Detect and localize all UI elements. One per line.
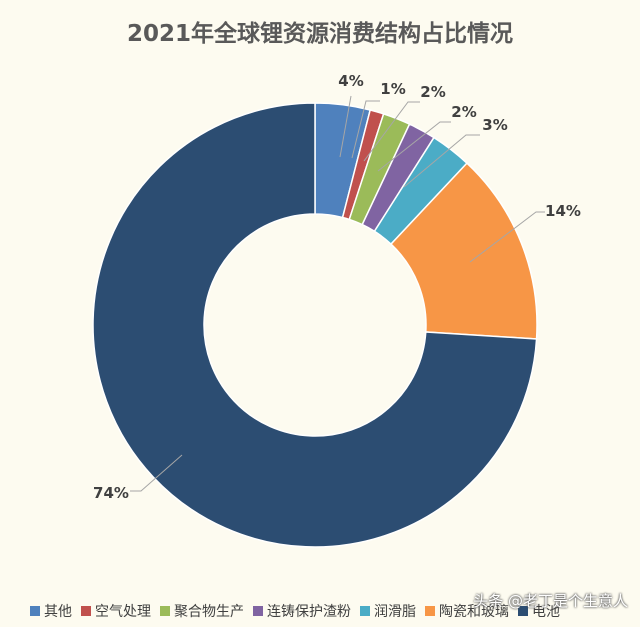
legend-label: 聚合物生产 xyxy=(174,604,244,620)
legend-swatch xyxy=(160,606,170,616)
legend-label: 陶瓷和玻璃 xyxy=(439,604,509,620)
legend-label: 润滑脂 xyxy=(374,604,416,620)
legend-swatch xyxy=(518,606,528,616)
data-label-5: 3% xyxy=(482,116,507,134)
data-label-3: 2% xyxy=(420,83,445,101)
legend-item-5: 润滑脂 xyxy=(360,601,416,621)
chart-title: 2021年全球锂资源消费结构占比情况 xyxy=(126,21,513,47)
legend-swatch xyxy=(360,606,370,616)
legend-item-3: 聚合物生产 xyxy=(160,601,244,621)
legend-label: 电池 xyxy=(532,604,560,620)
watermark: 头条 @老丁是个生意人 xyxy=(473,592,628,610)
legend-label: 连铸保护渣粉 xyxy=(267,604,351,620)
slice-7 xyxy=(92,102,538,548)
legend-swatch xyxy=(425,606,435,616)
legend-item-2: 空气处理 xyxy=(81,601,151,621)
data-labels-group: 4% 1% 2% 2% 3% 14% 74% xyxy=(93,72,581,502)
data-label-1: 4% xyxy=(338,72,363,90)
leader-lines-group xyxy=(130,95,545,492)
leader-line-2 xyxy=(351,100,380,159)
legend-label: 其他 xyxy=(44,604,72,620)
leader-line-7 xyxy=(130,454,183,492)
data-label-4: 2% xyxy=(451,103,476,121)
legend-swatch xyxy=(81,606,91,616)
data-label-2: 1% xyxy=(380,80,405,98)
legend-item-7: 电池 xyxy=(518,601,560,621)
legend-swatch xyxy=(30,606,40,616)
legend-item-6: 陶瓷和玻璃 xyxy=(425,601,509,621)
legend-item-4: 连铸保护渣粉 xyxy=(253,601,351,621)
leader-line-5 xyxy=(403,134,480,188)
leader-line-1 xyxy=(339,95,352,158)
slices-group xyxy=(92,102,538,548)
data-label-7: 74% xyxy=(93,484,129,502)
legend-swatch xyxy=(253,606,263,616)
leader-line-4 xyxy=(377,121,451,172)
legend-item-1: 其他 xyxy=(30,601,72,621)
legend: 其他 空气处理 聚合物生产 连铸保护渣粉 润滑脂 陶瓷和玻璃 电池 xyxy=(30,598,560,624)
data-label-6: 14% xyxy=(545,202,581,220)
leader-line-6 xyxy=(469,211,545,263)
legend-label: 空气处理 xyxy=(95,604,151,620)
leader-line-3 xyxy=(363,101,420,162)
